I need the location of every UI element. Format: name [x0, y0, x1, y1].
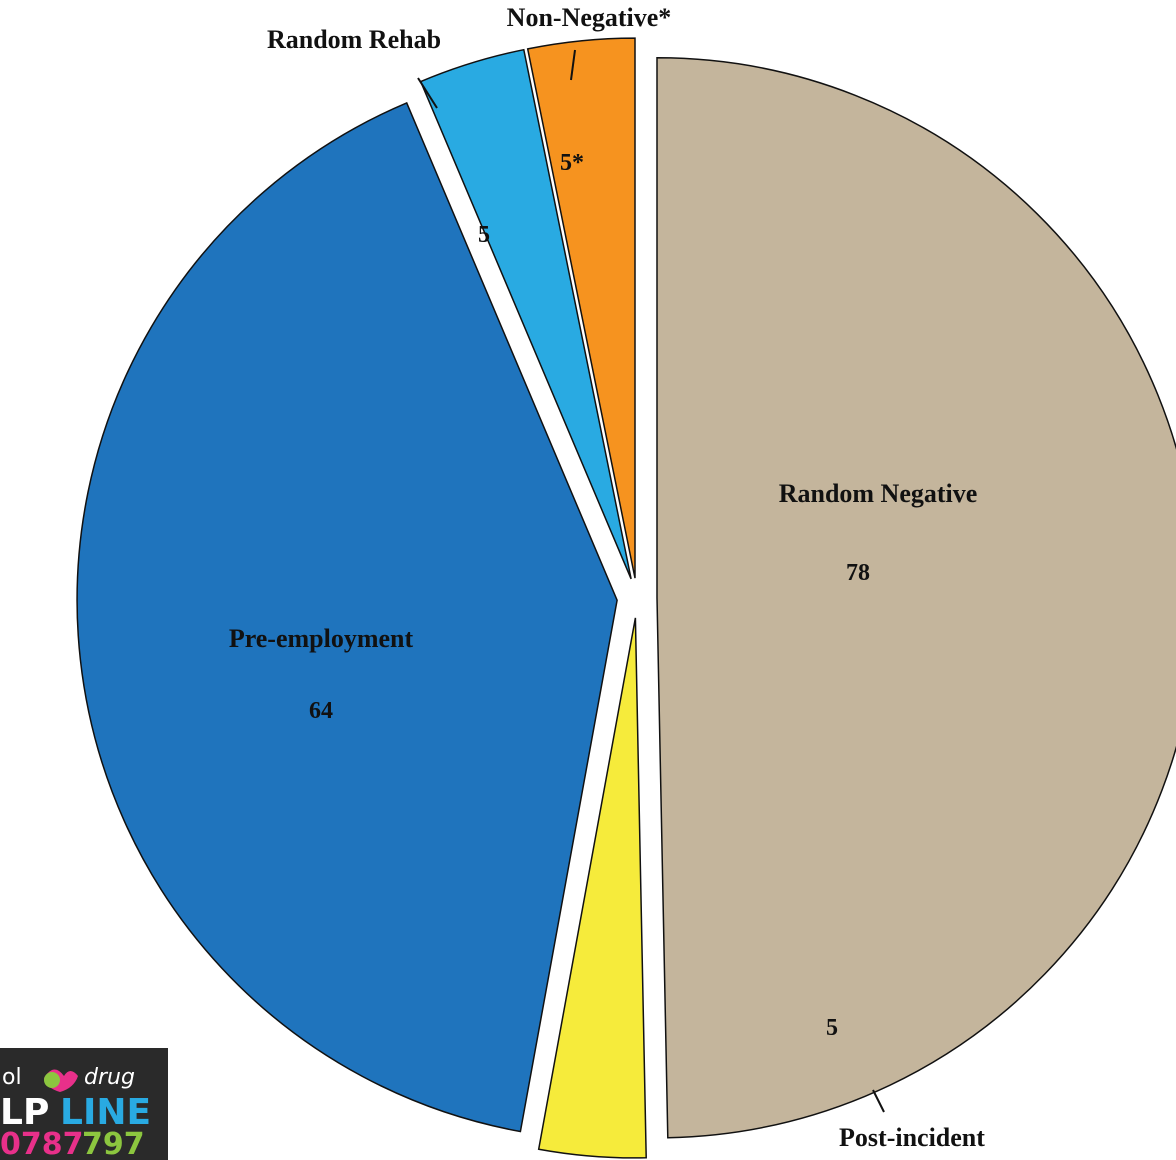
slice-value-post-incident: 5 [826, 1015, 838, 1041]
slice-post-incident [537, 617, 647, 1159]
svg-text:LP: LP [0, 1092, 49, 1133]
slice-label-random-negative: Random Negative [779, 479, 978, 508]
slice-label-non-negative: Non-Negative* [507, 3, 672, 32]
svg-text:797: 797 [82, 1127, 145, 1160]
slice-label-random-rehab: Random Rehab [267, 25, 441, 54]
slice-value-random-negative: 78 [846, 560, 870, 586]
slice-non-negative [526, 37, 636, 579]
leader-line-post-incident [872, 1089, 885, 1113]
slice-pre-employment [76, 101, 618, 1133]
slice-labels: Random Negative 78 Post-incident 5 Pre-emplo… [229, 3, 985, 1152]
leader-lines [417, 49, 885, 1113]
pie-slices [76, 37, 1176, 1159]
svg-text:ol: ol [2, 1065, 22, 1090]
slice-random-negative [656, 57, 1176, 1139]
svg-text:drug: drug [84, 1065, 135, 1090]
helpline-logo: ol drug LP LINE 0787 797 [0, 1048, 168, 1160]
svg-text:0787: 0787 [0, 1127, 84, 1160]
slice-value-pre-employment: 64 [309, 698, 333, 724]
slice-label-post-incident: Post-incident [839, 1123, 985, 1152]
leader-line-non-negative [570, 49, 576, 81]
slice-value-random-rehab: 5 [478, 222, 490, 248]
leader-line-random-rehab [417, 77, 438, 109]
slice-label-pre-employment: Pre-employment [229, 624, 414, 653]
svg-text:LINE: LINE [60, 1092, 151, 1133]
slice-value-non-negative: 5* [560, 150, 584, 176]
